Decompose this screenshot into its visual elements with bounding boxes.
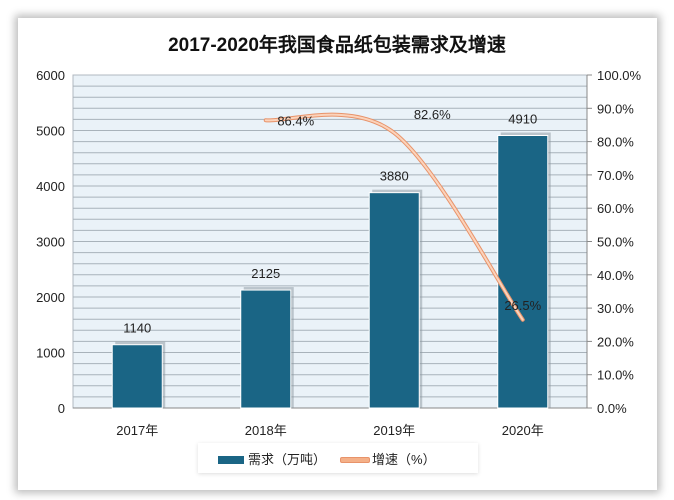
legend: 需求（万吨） 增速（%） bbox=[198, 443, 478, 473]
line-value-label: 82.6% bbox=[414, 107, 451, 122]
line-value-label: 86.4% bbox=[277, 113, 314, 128]
bar-value-label: 2125 bbox=[251, 266, 280, 281]
bar-2017年 bbox=[111, 344, 163, 409]
legend-item-growth: 增速（%） bbox=[340, 449, 436, 468]
bar-2019年 bbox=[368, 192, 420, 409]
line-value-label: 26.5% bbox=[504, 298, 541, 313]
y-tick-label: 1000 bbox=[36, 346, 65, 361]
legend-line-swatch bbox=[340, 457, 371, 464]
y-tick-label: 4000 bbox=[36, 179, 65, 194]
y-tick-label: 6000 bbox=[36, 68, 65, 83]
y2-tick-label: 70.0% bbox=[597, 168, 634, 183]
y2-tick-label: 0.0% bbox=[597, 401, 627, 416]
x-tick-label: 2019年 bbox=[373, 423, 415, 438]
legend-label: 增速（%） bbox=[372, 451, 436, 467]
y-tick-label: 5000 bbox=[36, 124, 65, 139]
y2-tick-label: 50.0% bbox=[597, 235, 634, 250]
growth-line bbox=[264, 113, 524, 321]
x-tick-label: 2017年 bbox=[116, 423, 158, 438]
y2-tick-label: 90.0% bbox=[597, 101, 634, 116]
y2-tick-label: 30.0% bbox=[597, 301, 634, 316]
legend-item-demand: 需求（万吨） bbox=[218, 449, 326, 468]
x-tick-label: 2020年 bbox=[502, 423, 544, 438]
y2-tick-label: 10.0% bbox=[597, 368, 634, 383]
y2-tick-label: 80.0% bbox=[597, 135, 634, 150]
y2-tick-label: 60.0% bbox=[597, 201, 634, 216]
x-tick-label: 2018年 bbox=[245, 423, 287, 438]
bar-value-label: 3880 bbox=[380, 169, 409, 184]
legend-label: 需求（万吨） bbox=[248, 451, 327, 467]
y-tick-label: 0 bbox=[58, 401, 65, 416]
bar-value-label: 4910 bbox=[508, 111, 537, 126]
chart-title: 2017-2020年我国食品纸包装需求及增速 bbox=[168, 35, 506, 56]
bar-2020年 bbox=[497, 134, 549, 409]
legend-bar-swatch bbox=[218, 456, 244, 465]
bar-value-label: 1140 bbox=[123, 321, 151, 336]
y2-tick-label: 100.0% bbox=[597, 68, 642, 83]
y2-tick-label: 20.0% bbox=[597, 334, 634, 349]
y-tick-label: 2000 bbox=[36, 290, 65, 305]
y-tick-label: 3000 bbox=[36, 235, 65, 250]
y2-tick-label: 40.0% bbox=[597, 268, 634, 283]
bar-2018年 bbox=[240, 289, 292, 409]
